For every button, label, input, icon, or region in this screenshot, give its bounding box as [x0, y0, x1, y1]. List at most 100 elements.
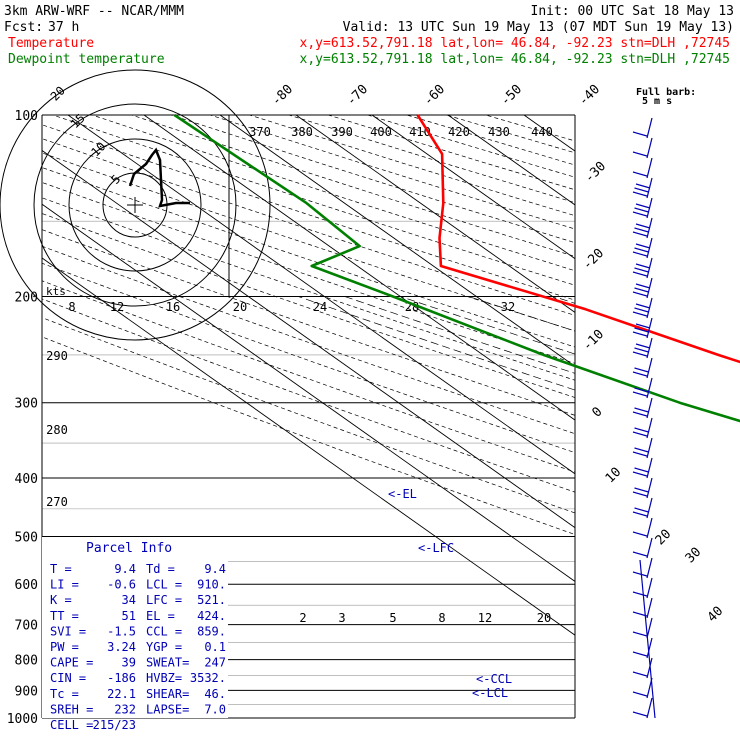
hodo-speed-label: 8	[68, 300, 75, 314]
valid-time: Valid: 13 UTC Sun 19 May 13 (07 MDT Sun …	[343, 20, 734, 35]
wind-barb-flag	[635, 308, 649, 312]
parcel-value: 247	[204, 656, 226, 670]
fcst-value: 37 h	[48, 20, 79, 35]
wind-barb-staff	[647, 518, 652, 538]
isotherm-label: 20	[653, 527, 675, 549]
wind-barb-flag	[633, 572, 647, 576]
el-marker: <-EL	[388, 487, 417, 501]
dew-legend-info: x,y=613.52,791.18 lat,lon= 46.84, -92.23…	[300, 52, 730, 67]
isotherm-label: 0	[589, 404, 605, 420]
wind-barb-flag	[633, 552, 647, 556]
isotherm-label: -20	[580, 246, 607, 273]
wind-barb-flag	[633, 472, 647, 476]
wind-barb-flag	[635, 248, 649, 252]
parcel-label: T =	[50, 562, 72, 576]
theta-label: 270	[46, 495, 68, 509]
parcel-label: PW =	[50, 640, 79, 654]
wind-barb-staff	[647, 398, 652, 418]
pressure-tick-label: 400	[15, 472, 38, 487]
pressure-tick-label: 1000	[7, 712, 38, 727]
parcel-label: YGP =	[146, 640, 182, 654]
parcel-label: SHEAR=	[146, 687, 189, 701]
parcel-label: LFC =	[146, 593, 182, 607]
hodo-ring-label: 15	[68, 111, 88, 131]
hodo-kts-label: kts	[46, 285, 66, 298]
pressure-tick-label: 100	[15, 109, 38, 124]
dry-adiabat	[328, 115, 740, 718]
wind-barb-staff	[647, 538, 652, 558]
parcel-info-title: Parcel Info	[86, 541, 172, 556]
wind-barb-staff	[647, 558, 652, 578]
wind-barb-flag	[633, 392, 647, 396]
parcel-value: 521.	[197, 593, 226, 607]
wind-barb-flag	[633, 152, 647, 156]
wind-barb-flag	[633, 632, 647, 636]
isotherm-label: -50	[498, 82, 525, 109]
wind-barb-flag	[633, 692, 647, 696]
parcel-label: LCL =	[146, 578, 182, 592]
parcel-label: SREH =	[50, 702, 93, 716]
ccl-marker: <-CCL	[476, 672, 512, 686]
dry-adiabat	[289, 115, 740, 718]
parcel-value: 22.1	[107, 687, 136, 701]
wind-barb-flag	[635, 488, 649, 492]
barb-title-2: 5 m s	[642, 96, 672, 107]
hodo-speed-label: 24	[313, 300, 327, 314]
wind-barb-staff	[647, 498, 652, 518]
wind-barb-flag	[633, 372, 647, 376]
wind-barb-flag	[633, 252, 647, 256]
hodo-speed-label: 16	[166, 300, 180, 314]
parcel-value: 9.4	[204, 562, 226, 576]
wind-barb-staff	[647, 418, 652, 438]
wind-barb-flag	[635, 268, 649, 272]
wind-barb-flag	[635, 508, 649, 512]
moist-adiabat	[554, 297, 740, 719]
isotherm-line	[372, 115, 740, 718]
parcel-label: TT =	[50, 609, 79, 623]
hodo-ring-label: 10	[88, 139, 108, 159]
wind-barb-staff	[647, 378, 652, 398]
parcel-value: 0.1	[204, 640, 226, 654]
wind-barb-flag	[633, 412, 647, 416]
wind-barb-flag	[633, 512, 647, 516]
wind-barb-flag	[633, 332, 647, 336]
wind-barb-staff	[647, 478, 652, 498]
isotherm-label: 10	[603, 465, 625, 487]
moist-adiabat	[345, 297, 740, 719]
isotherm-line	[676, 115, 740, 718]
parcel-value: 424.	[197, 609, 226, 623]
lcl-marker: <-LCL	[472, 686, 508, 700]
wind-barb-flag	[633, 292, 647, 296]
wind-barb-flag	[635, 228, 649, 232]
wind-barb-flag	[635, 408, 649, 412]
parcel-label: LAPSE=	[146, 702, 189, 716]
wind-barb-flag	[633, 432, 647, 436]
hodo-ring-label: 20	[48, 84, 68, 104]
isotherm-label: -70	[344, 82, 371, 109]
theta-label: 420	[448, 125, 470, 139]
parcel-label: Td =	[146, 562, 175, 576]
wind-barb-flag	[636, 224, 650, 228]
parcel-value: 9.4	[114, 562, 136, 576]
wind-barb-flag	[633, 672, 647, 676]
wind-barb-staff	[647, 158, 652, 178]
isotherm-label: 40	[705, 604, 727, 626]
parcel-value: 215/23	[93, 718, 136, 732]
mixing-ratio-label: 8	[438, 611, 445, 625]
wind-barb-flag	[636, 264, 650, 268]
pressure-tick-label: 800	[15, 654, 38, 669]
wind-barb-flag	[636, 344, 650, 348]
wind-barb-staff	[647, 598, 652, 618]
wind-barb-staff	[647, 458, 652, 478]
init-time: Init: 00 UTC Sat 18 May 13	[531, 4, 735, 19]
isotherm-line	[524, 115, 740, 718]
wind-barb-flag	[635, 288, 649, 292]
dry-adiabat	[446, 115, 740, 718]
wind-barb-flag	[633, 592, 647, 596]
hodo-speed-label: 32	[501, 300, 515, 314]
traces	[174, 115, 740, 707]
isotherm-label: -80	[269, 82, 296, 109]
wind-barb-flag	[633, 272, 647, 276]
